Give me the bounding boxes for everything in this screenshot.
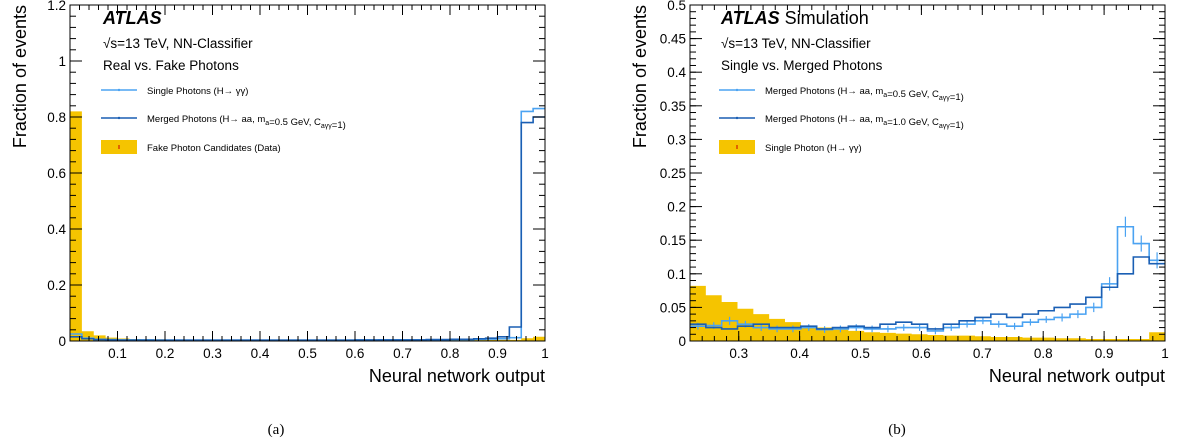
y-tick-label: 0.25 [660, 166, 686, 181]
y-tick-label: 0.5 [667, 0, 686, 13]
x-tick-label: 1 [541, 346, 549, 361]
legend: Merged Photons (H→ aa, ma=0.5 GeV, Caγγ=… [719, 86, 964, 154]
legend-item: Merged Photons (H→ aa, ma=1.0 GeV, Caγγ=… [719, 114, 964, 131]
legend-marker [117, 116, 121, 120]
x-axis: 0.3 0.4 0.5 0.6 0.7 0.8 0.9 1 [689, 5, 1169, 361]
x-tick-label: 0.7 [973, 346, 992, 361]
y-tick-label: 1.2 [47, 0, 66, 13]
y-tick-label: 0.15 [660, 233, 686, 248]
y-axis: 0 0.2 0.4 0.6 0.8 1 1.2 [47, 0, 545, 349]
legend-item: Merged Photons (H→ aa, ma=0.5 GeV, Caγγ=… [719, 86, 964, 103]
chart-panel-b: 0.3 0.4 0.5 0.6 0.7 0.8 0.9 1 0 0.05 0.1 0.15 0.2 0.2… [630, 0, 1169, 438]
x-tick-label: 0.4 [790, 346, 809, 361]
y-tick-label: 0.4 [47, 222, 66, 237]
histogram-line [690, 256, 1165, 330]
x-tick-label: 0.3 [729, 346, 748, 361]
legend-marker [735, 88, 739, 92]
series-merged-photons-h-aa-m-a-0-5-gev-c-a-1 [70, 116, 545, 341]
x-tick-label: 0.3 [203, 346, 222, 361]
legend-label: Merged Photons (H→ aa, ma=0.5 GeV, Caγγ=… [765, 86, 964, 103]
legend-label: Merged Photons (H→ aa, ma=1.0 GeV, Caγγ=… [765, 114, 964, 131]
x-tick-label: 0.9 [1095, 346, 1114, 361]
legend-label: Single Photons (H→ γγ) [147, 86, 248, 97]
chart-panel-a: 0.1 0.2 0.3 0.4 0.5 0.6 0.7 0.8 0.9 100.20.40.60.… [10, 0, 549, 438]
y-axis: 0 0.05 0.1 0.15 0.2 0.25 0.3 0.35 0.4 0.45 0.5 [660, 0, 1165, 349]
x-tick-label: 0.1 [108, 346, 127, 361]
legend-item: Single Photon (H→ γγ) [719, 140, 862, 154]
energy-label: √s=13 TeV, NN-Classifier [103, 36, 253, 51]
histogram-line [70, 107, 545, 341]
x-tick-label: 0.5 [851, 346, 870, 361]
y-tick-label: 0 [58, 334, 66, 349]
x-tick-label: 0.6 [346, 346, 365, 361]
legend-item: Fake Photon Candidates (Data) [101, 140, 281, 154]
x-tick-label: 0.9 [488, 346, 507, 361]
legend-item: Single Photons (H→ γγ) [101, 86, 248, 97]
plot-frame [69, 4, 546, 342]
y-tick-label: 0.1 [667, 267, 686, 282]
y-tick-label: 0.3 [667, 132, 686, 147]
energy-label: √s=13 TeV, NN-Classifier [721, 36, 871, 51]
y-tick-label: 0 [678, 334, 686, 349]
atlas-label: ATLAS Simulation [720, 8, 869, 28]
series-single-photons-h [70, 107, 545, 341]
y-axis-title: Fraction of events [630, 5, 650, 148]
legend-label: Merged Photons (H→ aa, ma=0.5 GeV, Caγγ=… [147, 114, 346, 131]
y-tick-label: 0.6 [47, 166, 66, 181]
y-tick-label: 0.4 [667, 65, 686, 80]
y-tick-label: 0.45 [660, 32, 686, 47]
legend: Single Photons (H→ γγ) Merged Photons (H→… [101, 86, 346, 154]
legend-label: Fake Photon Candidates (Data) [147, 143, 281, 154]
legend-label: Single Photon (H→ γγ) [765, 143, 862, 154]
y-tick-label: 0.35 [660, 99, 686, 114]
legend-marker [735, 116, 739, 120]
x-tick-label: 0.6 [912, 346, 931, 361]
y-tick-label: 0.8 [47, 110, 66, 125]
selection-label: Single vs. Merged Photons [721, 58, 883, 73]
x-tick-label: 0.2 [156, 346, 175, 361]
x-tick-label: 1 [1161, 346, 1169, 361]
x-axis-title: Neural network output [989, 366, 1165, 386]
y-axis-title: Fraction of events [10, 5, 30, 148]
y-tick-label: 0.05 [660, 300, 686, 315]
histogram-line [70, 116, 545, 341]
x-tick-label: 0.7 [393, 346, 412, 361]
y-tick-label: 0.2 [667, 200, 686, 215]
histogram-fill [690, 285, 1165, 341]
series-fake-photon-candidates-data [70, 111, 545, 341]
histogram-fill [70, 111, 545, 341]
plot-area [690, 216, 1165, 341]
plot-frame [689, 4, 1166, 342]
selection-label: Real vs. Fake Photons [103, 58, 239, 73]
legend-marker [117, 88, 121, 92]
legend-item: Merged Photons (H→ aa, ma=0.5 GeV, Caγγ=… [101, 114, 346, 131]
x-axis: 0.1 0.2 0.3 0.4 0.5 0.6 0.7 0.8 0.9 1 [69, 5, 549, 361]
y-tick-label: 1 [58, 54, 66, 69]
x-tick-label: 0.5 [298, 346, 317, 361]
x-tick-label: 0.8 [441, 346, 460, 361]
panel-caption: (b) [888, 422, 906, 438]
y-tick-label: 0.2 [47, 278, 66, 293]
panel-caption: (a) [268, 422, 285, 438]
x-tick-label: 0.4 [251, 346, 270, 361]
atlas-label: ATLAS [102, 8, 162, 28]
x-axis-title: Neural network output [369, 366, 545, 386]
x-tick-label: 0.8 [1034, 346, 1053, 361]
series-merged-photons-h-aa-m-a-1-0-gev-c-a-1 [690, 256, 1165, 330]
plot-area [70, 107, 545, 341]
series-single-photon-h [690, 285, 1165, 341]
